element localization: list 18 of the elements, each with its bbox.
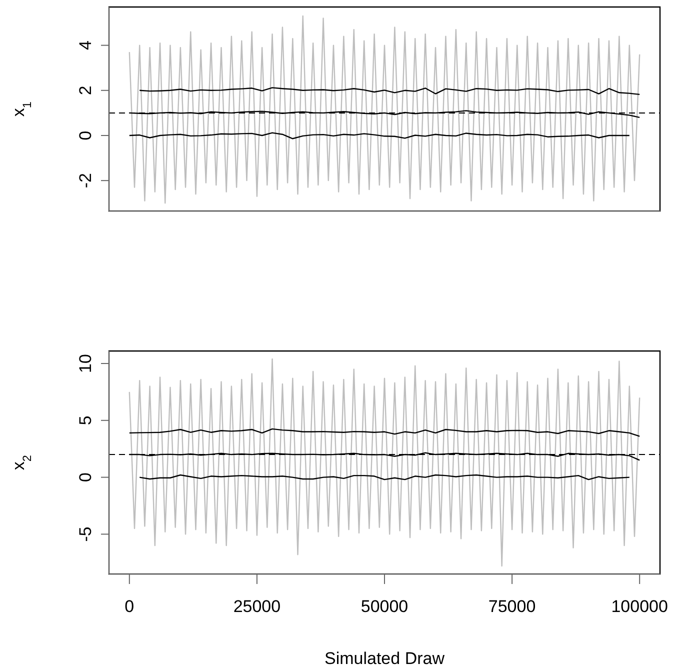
y-tick-label: 5 bbox=[76, 416, 95, 426]
y-tick-label: 0 bbox=[76, 472, 95, 482]
x-tick-label: 100000 bbox=[611, 597, 668, 616]
x-tick-label: 75000 bbox=[488, 597, 536, 616]
line-series bbox=[128, 428, 640, 437]
y-tick-label: 2 bbox=[76, 86, 95, 96]
x-tick-label: 25000 bbox=[233, 597, 281, 616]
x-axis-title: Simulated Draw bbox=[324, 649, 446, 668]
x-tick-label: 50000 bbox=[360, 597, 408, 616]
line-series bbox=[139, 87, 640, 96]
line-series bbox=[128, 358, 640, 567]
y-tick-label: 10 bbox=[76, 354, 95, 373]
y-tick-label: -2 bbox=[76, 173, 95, 188]
y-tick-label: 0 bbox=[76, 130, 95, 140]
y-tick-label: 4 bbox=[76, 40, 95, 50]
line-series bbox=[128, 15, 640, 204]
y-tick-label: -5 bbox=[76, 526, 95, 542]
x-tick-label: 0 bbox=[124, 597, 134, 616]
